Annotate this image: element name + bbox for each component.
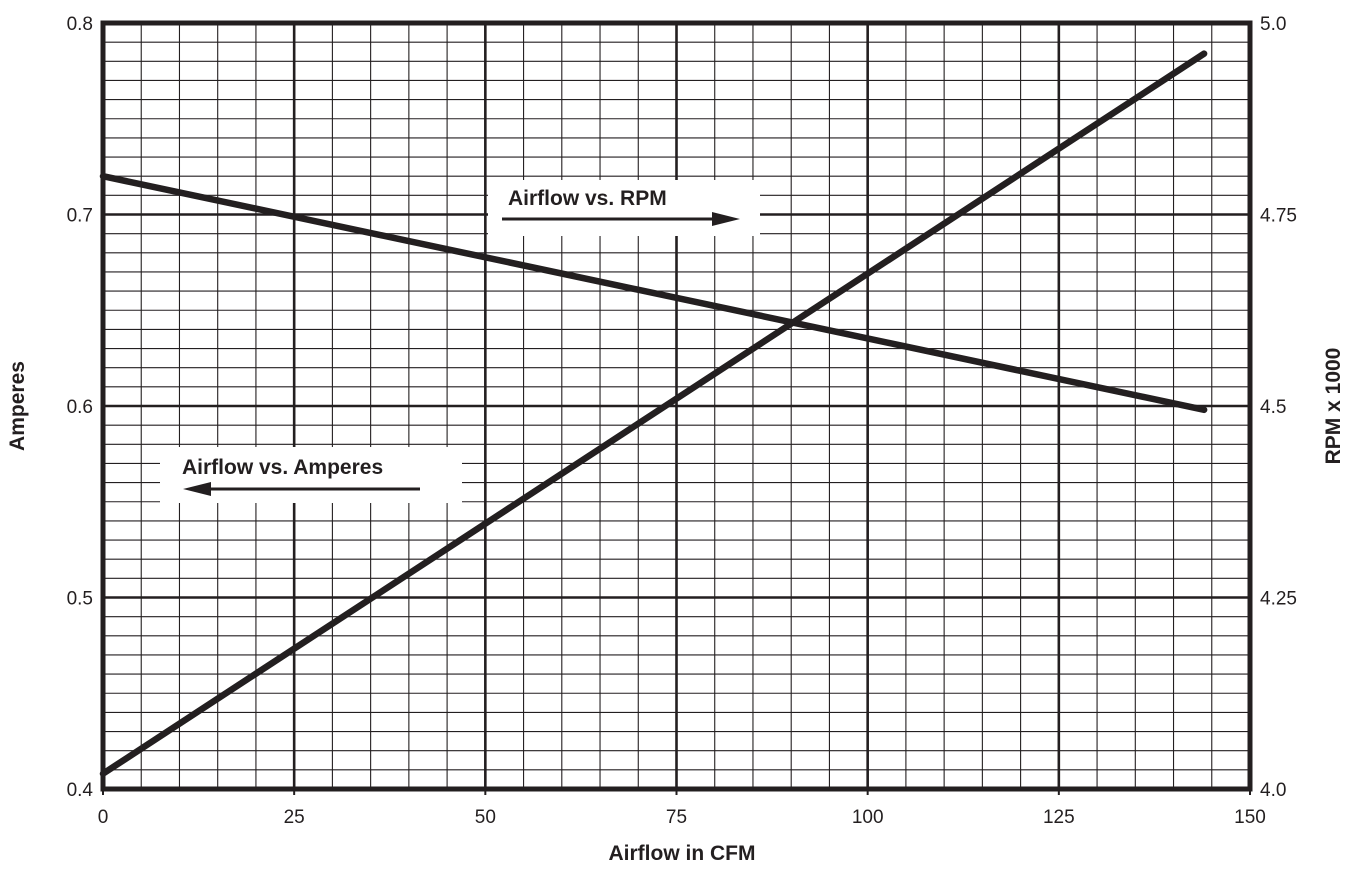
x-tick-label: 50 — [475, 807, 496, 828]
annotation-rpm-label: Airflow vs. RPM — [508, 187, 667, 210]
x-tick-label: 0 — [98, 807, 109, 828]
y2-tick-label: 4.75 — [1260, 206, 1297, 227]
y-tick-label: 0.8 — [67, 14, 93, 35]
x-tick-label: 125 — [1043, 807, 1075, 828]
x-tick-label: 25 — [284, 807, 305, 828]
x-tick-label: 150 — [1234, 807, 1266, 828]
x-axis-title: Airflow in CFM — [609, 842, 756, 865]
arrow-right-icon — [712, 212, 740, 226]
annotation-amperes: Airflow vs. Amperes — [160, 447, 462, 503]
y2-tick-label: 5.0 — [1260, 14, 1286, 35]
plot-frame — [100, 20, 1253, 795]
y2-tick-label: 4.25 — [1260, 589, 1297, 610]
y2-axis-title: RPM x 1000 — [1322, 348, 1345, 465]
tick-labels: 0 25 50 75 100 125 150 0.4 0.5 0.6 0.7 0.8 4.0 4.25 4.… — [67, 14, 1297, 828]
y-tick-label: 0.7 — [67, 206, 93, 227]
y-tick-label: 0.4 — [67, 780, 94, 801]
series-line-amperes — [99, 172, 1208, 414]
annotation-rpm: Airflow vs. RPM — [488, 180, 760, 236]
series-lines — [99, 50, 1208, 777]
annotation-amperes-label: Airflow vs. Amperes — [182, 456, 383, 479]
x-tick-label: 75 — [666, 807, 687, 828]
arrow-left-icon — [183, 482, 211, 496]
y2-tick-label: 4.5 — [1260, 397, 1286, 418]
grid — [103, 23, 1250, 789]
y-tick-label: 0.5 — [67, 589, 93, 610]
y-tick-label: 0.6 — [67, 397, 93, 418]
y-axis-title: Amperes — [6, 361, 29, 451]
x-tick-label: 100 — [852, 807, 884, 828]
series-line-rpm — [99, 50, 1208, 777]
y2-tick-label: 4.0 — [1260, 780, 1286, 801]
